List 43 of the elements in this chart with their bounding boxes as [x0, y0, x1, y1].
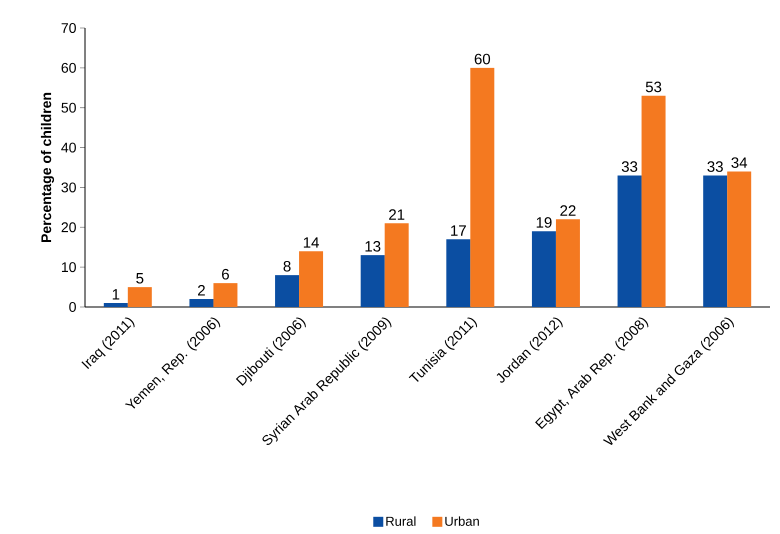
bar: [360, 255, 385, 307]
bar: [470, 68, 494, 307]
bar: [532, 231, 556, 307]
y-tick-label: 10: [62, 262, 76, 272]
bar: [384, 223, 409, 307]
bar: [618, 175, 642, 307]
legend-label: Rural: [386, 516, 416, 526]
bar: [104, 303, 128, 307]
data-label: 34: [731, 157, 748, 168]
y-axis-title: Percentage of children: [40, 92, 54, 242]
data-label: 21: [389, 209, 404, 220]
data-label: 14: [304, 237, 319, 248]
bar: [128, 287, 152, 307]
data-label: 13: [365, 241, 380, 252]
y-tick-label: 60: [62, 62, 76, 73]
bar: [727, 171, 752, 307]
bar: [446, 239, 470, 307]
bar: [642, 96, 666, 307]
bar: [299, 251, 324, 307]
data-label: 60: [474, 54, 490, 64]
data-label: 22: [560, 205, 576, 216]
data-label: 1: [112, 289, 120, 300]
y-tick-label: 70: [62, 23, 76, 33]
data-label: 2: [198, 285, 205, 296]
data-label: 33: [707, 161, 723, 172]
data-label: 8: [284, 260, 291, 272]
data-label: 33: [622, 161, 638, 172]
y-tick-label: 0: [69, 302, 76, 312]
data-label: 6: [222, 268, 229, 280]
data-label: 5: [136, 273, 144, 284]
bar: [189, 299, 214, 307]
y-tick-label: 40: [61, 142, 76, 153]
y-tick-label: 30: [61, 182, 76, 192]
data-label: 19: [536, 217, 552, 228]
bar: [556, 219, 580, 307]
legend-label: Urban: [445, 516, 479, 526]
bar: [275, 275, 300, 307]
data-label: 17: [451, 225, 466, 236]
y-tick-label: 20: [62, 222, 76, 232]
bar: [213, 283, 238, 307]
data-label: 53: [646, 82, 662, 92]
bar: [703, 175, 728, 307]
y-tick-label: 50: [61, 102, 76, 113]
